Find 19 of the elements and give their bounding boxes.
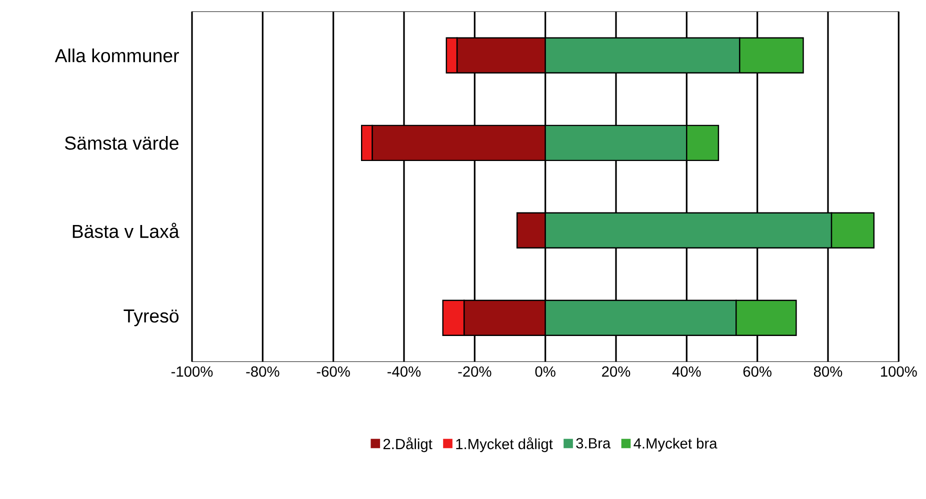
x-tick-label: 80% — [814, 366, 842, 377]
y-tick-label: Tyresö — [124, 310, 179, 326]
x-tick-label: -80% — [246, 366, 280, 377]
x-tick-label: 60% — [743, 366, 772, 377]
x-tick-label: 40% — [672, 366, 701, 377]
x-tick-label: -20% — [458, 366, 492, 377]
legend-label: 4.Mycket bra — [634, 438, 718, 452]
x-tick-label: 20% — [602, 366, 630, 377]
y-tick-label: Alla kommuner — [54, 48, 179, 62]
legend-label: 3.Bra — [576, 438, 611, 448]
x-tick-label: -40% — [388, 366, 421, 377]
x-tick-label: 0% — [535, 366, 556, 377]
y-tick-label: Sämsta värde — [64, 136, 178, 150]
legend-label: 1.Mycket dåligt — [456, 437, 553, 452]
x-tick-label: -100% — [171, 366, 213, 377]
x-tick-label: 100% — [881, 366, 917, 377]
y-tick-label: Bästa v Laxå — [72, 222, 180, 238]
legend-label: 2.Dåligt — [383, 437, 432, 452]
x-tick-label: -60% — [316, 366, 350, 377]
